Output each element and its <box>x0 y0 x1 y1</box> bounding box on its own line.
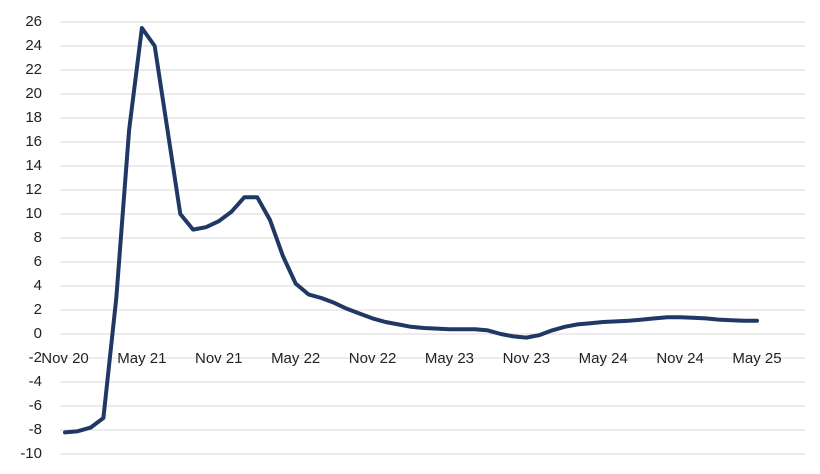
y-tick-label: 10 <box>25 205 42 222</box>
y-tick-label: 6 <box>34 253 42 270</box>
y-tick-label: 2 <box>34 301 42 318</box>
y-tick-label: 4 <box>34 277 42 294</box>
y-tick-label: 20 <box>25 85 42 102</box>
x-tick-label: Nov 22 <box>349 350 397 367</box>
x-tick-label: Nov 20 <box>41 350 89 367</box>
y-tick-label: 16 <box>25 133 42 150</box>
x-tick-label: May 23 <box>425 350 474 367</box>
x-tick-label: Nov 23 <box>503 350 551 367</box>
x-tick-label: May 22 <box>271 350 320 367</box>
y-tick-label: 18 <box>25 109 42 126</box>
line <box>63 26 759 435</box>
y-tick-label: 12 <box>25 181 42 198</box>
y-tick-label: -4 <box>29 373 42 390</box>
x-tick-label: May 24 <box>579 350 628 367</box>
x-tick-label: May 25 <box>732 350 781 367</box>
y-tick-label: -2 <box>29 349 42 366</box>
x-tick-label: Nov 24 <box>656 350 704 367</box>
y-tick-label: 8 <box>34 229 42 246</box>
y-tick-label: 0 <box>34 325 42 342</box>
y-tick-label: 22 <box>25 61 42 78</box>
x-tick-label: May 21 <box>117 350 166 367</box>
y-tick-label: 14 <box>25 157 42 174</box>
y-tick-label: -8 <box>29 421 42 438</box>
y-tick-label: 26 <box>25 13 42 30</box>
x-tick-label: Nov 21 <box>195 350 243 367</box>
y-tick-label: -6 <box>29 397 42 414</box>
y-tick-label: 24 <box>25 37 42 54</box>
y-tick-label: -10 <box>20 445 42 462</box>
